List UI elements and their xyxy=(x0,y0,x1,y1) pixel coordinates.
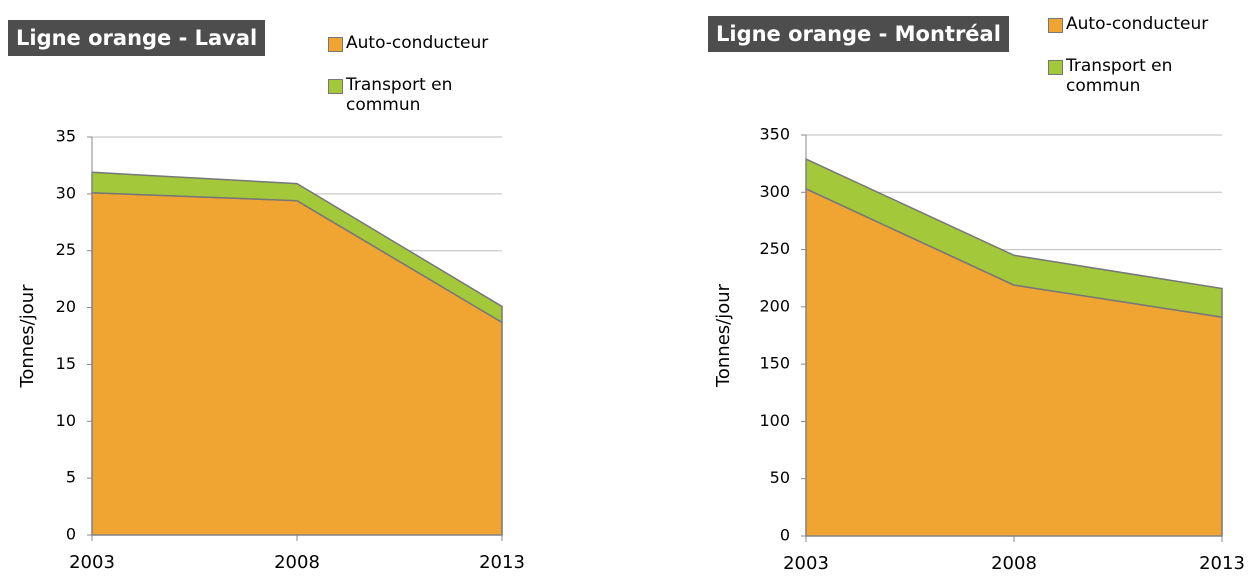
y-tick-label: 100 xyxy=(759,411,790,430)
x-tick-label: 2003 xyxy=(69,552,115,573)
legend-swatch xyxy=(1048,60,1063,75)
y-tick-label: 300 xyxy=(759,182,790,201)
legend-swatch xyxy=(1048,18,1063,33)
y-tick-label: 200 xyxy=(759,296,790,315)
legend-label: Auto-conducteur xyxy=(346,33,489,53)
legend-item: Auto-conducteur xyxy=(328,33,498,53)
y-tick-label: 0 xyxy=(66,525,76,544)
legend-label: Auto-conducteur xyxy=(1066,14,1209,34)
legend: Auto-conducteur Transport en commun xyxy=(328,33,498,137)
x-tick-label: 2013 xyxy=(479,552,525,573)
y-tick-label: 35 xyxy=(56,127,76,146)
y-tick-label: 20 xyxy=(56,297,76,316)
chart-title: Ligne orange - Montréal xyxy=(708,16,1009,52)
x-tick-label: 2003 xyxy=(783,553,829,574)
y-tick-label: 5 xyxy=(66,468,76,487)
y-tick-label: 150 xyxy=(759,354,790,373)
legend-item: Transport en commun xyxy=(1048,56,1218,96)
y-tick-label: 25 xyxy=(56,240,76,259)
y-tick-label: 0 xyxy=(780,526,790,545)
chart-title: Ligne orange - Laval xyxy=(8,20,266,56)
y-axis-label: Tonnes/jour xyxy=(17,284,38,389)
legend-item: Transport en commun xyxy=(328,75,498,115)
y-tick-label: 350 xyxy=(759,125,790,144)
x-tick-label: 2008 xyxy=(274,552,320,573)
x-tick-label: 2008 xyxy=(991,553,1037,574)
legend-label: Transport en commun xyxy=(346,75,453,115)
legend-label: Transport en commun xyxy=(1066,56,1173,96)
legend: Auto-conducteur Transport en commun xyxy=(1048,14,1218,118)
y-tick-label: 30 xyxy=(56,183,76,202)
y-tick-label: 50 xyxy=(770,468,790,487)
area xyxy=(805,187,1223,537)
area xyxy=(91,191,503,536)
y-tick-label: 10 xyxy=(56,411,76,430)
x-tick-label: 2013 xyxy=(1199,553,1245,574)
legend-item: Auto-conducteur xyxy=(1048,14,1218,34)
y-tick-label: 250 xyxy=(759,239,790,258)
y-axis-label: Tonnes/jour xyxy=(713,283,734,388)
legend-swatch xyxy=(328,37,343,52)
legend-swatch xyxy=(328,79,343,94)
y-tick-label: 15 xyxy=(56,354,76,373)
